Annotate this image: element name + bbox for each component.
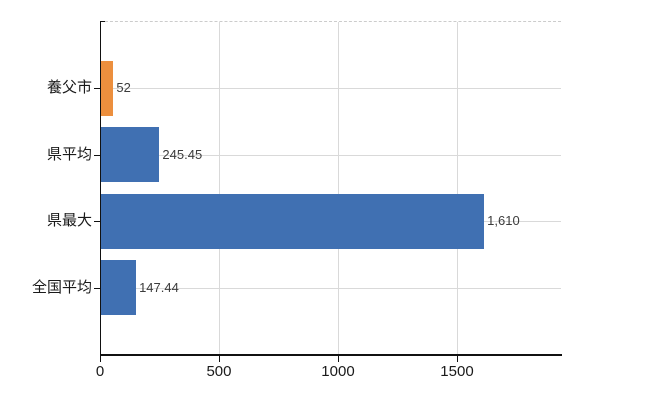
horizontal-gridline — [100, 88, 561, 90]
category-tick — [94, 154, 100, 156]
category-tick — [94, 287, 100, 289]
plot-top-border — [100, 21, 561, 22]
vertical-gridline — [337, 22, 339, 354]
category-tick — [94, 88, 100, 90]
x-tick-label: 0 — [95, 363, 105, 380]
horizontal-gridline — [100, 287, 561, 289]
category-label: 県最大 — [46, 212, 92, 230]
x-tick-label: 1000 — [321, 363, 355, 380]
bar — [101, 60, 114, 116]
bar-value-label: 245.45 — [162, 146, 203, 162]
y-axis-top-cap — [100, 21, 105, 22]
x-axis — [100, 354, 562, 356]
bar — [101, 193, 485, 249]
x-axis-tick — [456, 356, 458, 362]
y-axis — [100, 22, 101, 354]
horizontal-gridline — [100, 154, 561, 156]
x-tick-label: 500 — [206, 363, 232, 380]
x-tick-label: 1500 — [440, 363, 474, 380]
x-axis-tick — [337, 356, 339, 362]
category-label: 養父市 — [46, 79, 92, 97]
bar-value-label: 1,610 — [487, 213, 520, 229]
bar-value-label: 52 — [116, 80, 131, 96]
category-label: 県平均 — [46, 145, 92, 163]
x-axis-tick — [100, 356, 101, 362]
bar — [101, 260, 137, 316]
x-axis-tick — [218, 356, 220, 362]
bar-value-label: 147.44 — [139, 279, 179, 295]
vertical-gridline — [456, 22, 458, 354]
bar — [101, 127, 160, 183]
category-label: 全国平均 — [31, 278, 92, 296]
category-tick — [94, 221, 100, 223]
vertical-gridline — [218, 22, 220, 354]
